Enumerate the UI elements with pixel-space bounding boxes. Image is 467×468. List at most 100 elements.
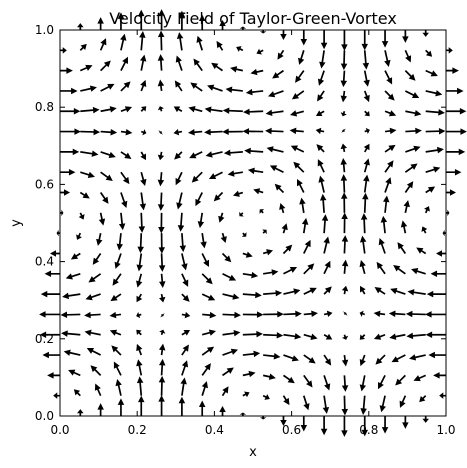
y-tick-label-2: 0.4 xyxy=(35,255,54,269)
quiver-arrow xyxy=(56,229,60,237)
quiver-arrow xyxy=(136,273,143,288)
quiver-arrow xyxy=(282,395,290,406)
quiver-arrow xyxy=(323,260,331,275)
quiver-arrow xyxy=(384,160,394,173)
quiver-arrow xyxy=(425,69,438,77)
quiver-arrow xyxy=(399,395,407,408)
quiver-arrow xyxy=(359,260,366,275)
y-tick-label-1: 0.2 xyxy=(35,332,54,346)
quiver-arrow xyxy=(60,209,64,217)
quiver-arrow xyxy=(413,374,427,382)
quiver-arrow xyxy=(109,329,122,336)
quiver-arrow xyxy=(136,359,143,376)
quiver-arrow xyxy=(40,290,60,298)
quiver-arrow xyxy=(84,329,101,337)
quiver-arrow xyxy=(263,269,279,276)
quiver-arrow xyxy=(158,9,165,30)
quiver-arrow xyxy=(140,151,146,161)
quiver-arrow xyxy=(379,395,386,413)
axis-ticks: 0.0 0.2 0.4 0.6 0.8 1.0 0.0 0.2 0.4 0.6 0.8 1.0 xyxy=(35,23,456,437)
quiver-arrow xyxy=(100,151,116,159)
quiver-arrow xyxy=(225,86,243,93)
quiver-arrow xyxy=(422,416,429,423)
quiver-arrow xyxy=(138,212,146,233)
quiver-arrow xyxy=(197,212,205,229)
quiver-arrow xyxy=(446,209,450,217)
quiver-arrow xyxy=(120,128,133,136)
quiver-arrow xyxy=(384,90,395,101)
quiver-arrow xyxy=(426,290,446,298)
quiver-arrow xyxy=(158,358,166,376)
quiver-arrow xyxy=(158,129,164,135)
quiver-arrow xyxy=(120,151,132,159)
quiver-arrow xyxy=(430,270,446,278)
quiver-arrow xyxy=(109,311,122,319)
quiver-arrow xyxy=(190,82,203,92)
quiver-arrow xyxy=(116,233,123,251)
quiver-arrow xyxy=(404,181,414,194)
quiver-arrow xyxy=(266,146,284,153)
quiver-arrow xyxy=(111,345,122,356)
quiver-arrow xyxy=(360,285,366,295)
quiver-arrow xyxy=(303,239,311,254)
quiver-arrow xyxy=(446,128,467,135)
x-tick-label-4: 0.8 xyxy=(359,423,378,437)
quiver-arrow xyxy=(205,151,223,158)
quiver-arrow xyxy=(198,14,206,30)
quiver-arrow xyxy=(138,9,145,30)
quiver-arrow xyxy=(384,127,397,135)
quiver-arrow xyxy=(323,286,332,295)
quiver-arrow xyxy=(157,106,164,112)
quiver-arrow xyxy=(301,217,309,234)
quiver-arrow xyxy=(303,263,315,275)
quiver-arrow xyxy=(303,287,317,295)
quiver-arrow xyxy=(139,31,146,51)
quiver-arrow xyxy=(65,272,81,280)
quiver-arrow xyxy=(159,293,166,303)
quiver-arrow xyxy=(222,128,243,136)
quiver-arrow xyxy=(92,252,102,265)
quiver-arrow xyxy=(140,129,147,136)
quiver-arrow xyxy=(115,379,122,396)
quiver-arrow xyxy=(60,189,70,196)
quiver-arrow xyxy=(446,168,462,176)
quiver-arrow xyxy=(263,310,284,318)
quiver-arrow xyxy=(201,273,213,285)
quiver-arrow xyxy=(175,171,183,186)
quiver-arrow xyxy=(303,374,313,388)
quiver-arrow xyxy=(86,347,102,356)
quiver-arrow xyxy=(80,85,97,92)
quiver-arrow xyxy=(242,271,259,279)
quiver-arrow xyxy=(299,197,306,213)
quiver-arrow xyxy=(213,191,224,202)
quiver-arrow xyxy=(318,175,325,193)
y-tick-label-5: 1.0 xyxy=(35,23,54,37)
quiver-arrow xyxy=(176,192,183,210)
quiver-arrow xyxy=(289,127,304,135)
quiver-arrow xyxy=(303,310,318,317)
quiver-arrow xyxy=(363,158,370,173)
quiver-arrow xyxy=(340,50,348,71)
quiver-arrow xyxy=(200,233,207,249)
quiver-arrow xyxy=(157,79,165,92)
quiver-arrow xyxy=(250,68,264,76)
quiver-arrow xyxy=(242,370,256,378)
quiver-arrow xyxy=(136,312,142,319)
quiver-arrow xyxy=(201,363,211,376)
quiver-arrow xyxy=(227,170,243,177)
quiver-arrow xyxy=(280,416,287,426)
quiver-arrow xyxy=(404,90,420,99)
quiver-arrow xyxy=(140,171,147,186)
quiver-arrow xyxy=(60,148,80,156)
quiver-arrow xyxy=(120,33,127,51)
quiver-arrow xyxy=(77,23,84,30)
quiver-arrow xyxy=(403,200,410,214)
quiver-arrow xyxy=(359,310,366,317)
quiver-arrow xyxy=(85,293,101,301)
quiver-arrow xyxy=(177,212,185,232)
quiver-arrow xyxy=(239,412,247,416)
quiver-arrow xyxy=(425,331,446,338)
quiver-arrow xyxy=(195,192,203,207)
quiver-arrow xyxy=(293,161,305,173)
quiver-arrow xyxy=(80,150,99,157)
